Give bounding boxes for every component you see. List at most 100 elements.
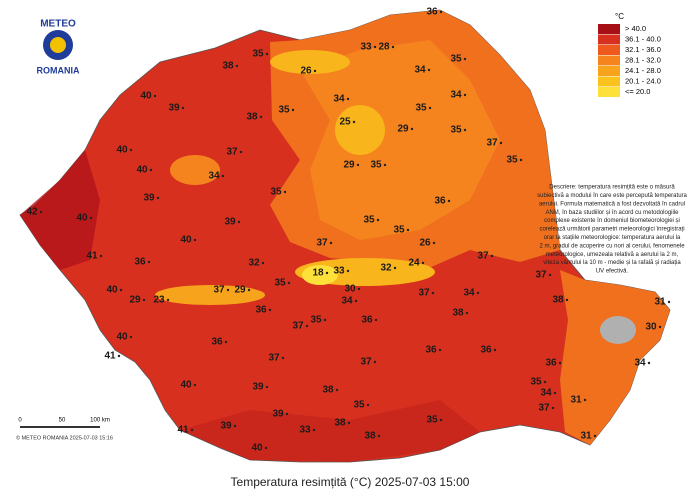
logo-core [50, 37, 66, 53]
station-dot [181, 106, 185, 110]
station-dot [499, 141, 503, 145]
station-value: 33 [333, 266, 345, 277]
station-dot [287, 281, 291, 285]
station-dot [393, 266, 397, 270]
station-dot [149, 168, 153, 172]
station-dot [323, 318, 327, 322]
station-dot [438, 348, 442, 352]
station-dot [129, 148, 133, 152]
station-dot [427, 68, 431, 72]
station-value: 30 [344, 284, 356, 295]
station-value: 36 [480, 345, 492, 356]
station-dot [313, 69, 317, 73]
station-value: 34 [450, 90, 462, 101]
map-title: Temperatura resimțită (°C) 2025-07-03 15… [231, 475, 470, 489]
station-dot [647, 361, 651, 365]
station-value: 36 [425, 345, 437, 356]
station-value: 34 [634, 358, 646, 369]
station-value: 38 [246, 112, 258, 123]
station-value: 35 [450, 125, 462, 136]
description-line: viteza vântului la 10 m - medie și la ra… [543, 260, 681, 266]
station-dot [376, 218, 380, 222]
station-dot [259, 115, 263, 119]
station-value: 31 [580, 431, 592, 442]
description-line: subiectivă a modului în care este percep… [537, 193, 687, 199]
description-line: UV efectivă. [596, 269, 629, 275]
station-value: 40 [116, 145, 128, 156]
description-line: aerului. Formula matematică a fost dezvo… [539, 201, 685, 207]
station-value: 31 [570, 395, 582, 406]
legend-label: 36.1 - 40.0 [625, 34, 661, 43]
station-value: 38 [334, 418, 346, 429]
station-value: 39 [168, 103, 180, 114]
station-value: 41 [86, 251, 98, 262]
station-dot [476, 291, 480, 295]
station-dot [291, 108, 295, 112]
station-value: 33 [299, 425, 311, 436]
copyright: © METEO ROMANIA 2025-07-03 15:16 [16, 434, 113, 441]
legend-swatch [598, 45, 620, 55]
station-dot [373, 45, 377, 49]
station-value: 40 [106, 285, 118, 296]
station-dot [431, 291, 435, 295]
station-value: 29 [234, 285, 246, 296]
station-dot [233, 424, 237, 428]
legend-label: <= 20.0 [625, 87, 650, 96]
station-value: 35 [363, 215, 375, 226]
station-value: 39 [272, 409, 284, 420]
legend-swatch [598, 34, 620, 45]
station-dot [439, 418, 443, 422]
station-value: 35 [270, 187, 282, 198]
station-value: 35 [426, 415, 438, 426]
station-dot [447, 199, 451, 203]
mountain-zone [302, 265, 338, 285]
station-value: 40 [251, 443, 263, 454]
description-line: 2 m, gradul de acoperire cu nori al ceru… [539, 243, 685, 249]
station-dot [352, 120, 356, 124]
station-dot [357, 287, 361, 291]
station-value: 35 [450, 54, 462, 65]
scale-tick: 50 [59, 418, 66, 424]
station-dot [335, 388, 339, 392]
station-value: 35 [506, 155, 518, 166]
station-dot [129, 335, 133, 339]
station-dot [593, 434, 597, 438]
legend-swatch [598, 87, 620, 97]
station-value: 40 [136, 165, 148, 176]
station-value: 38 [222, 61, 234, 72]
legend-label: 24.1 - 28.0 [625, 66, 661, 75]
station-dot [265, 385, 269, 389]
station-value: 42 [26, 207, 38, 218]
logo-top: METEO [40, 19, 76, 30]
station-value: 29 [129, 295, 141, 306]
station-dot [667, 300, 671, 304]
station-dot [558, 361, 562, 365]
station-dot [224, 340, 228, 344]
legend-unit: °C [615, 12, 624, 21]
description-line: ANM, în baza studiilor și în acord cu me… [545, 210, 679, 216]
mountain-zone [170, 155, 220, 185]
station-dot [119, 288, 123, 292]
station-dot [281, 356, 285, 360]
station-value: 40 [180, 380, 192, 391]
station-dot [193, 238, 197, 242]
station-value: 36 [545, 358, 557, 369]
station-dot [377, 434, 381, 438]
station-value: 35 [530, 377, 542, 388]
west-hot-zone [20, 150, 100, 270]
station-value: 39 [252, 382, 264, 393]
station-dot [190, 428, 194, 432]
description-line: orar la stațiile meteorologice: temperat… [544, 235, 681, 241]
mountain-zone [155, 285, 265, 305]
station-value: 35 [415, 103, 427, 114]
station-dot [283, 190, 287, 194]
station-dot [39, 210, 43, 214]
station-value: 34 [463, 288, 475, 299]
station-value: 37 [477, 251, 489, 262]
station-value: 33 [360, 42, 372, 53]
station-value: 36 [211, 337, 223, 348]
station-dot [237, 220, 241, 224]
station-dot [354, 299, 358, 303]
station-value: 29 [397, 124, 409, 135]
station-value: 35 [252, 49, 264, 60]
